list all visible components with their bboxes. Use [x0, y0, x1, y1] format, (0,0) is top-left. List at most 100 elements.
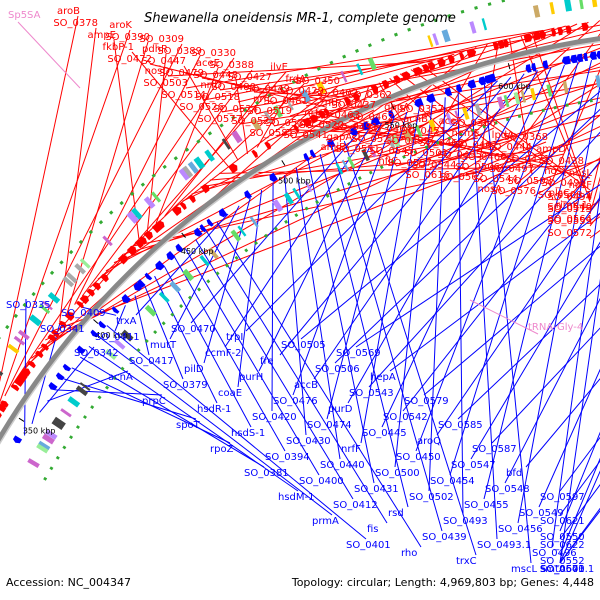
forward-gene [47, 334, 57, 343]
gene-label-reverse: SO_0552 [540, 556, 585, 567]
inner-dot [424, 145, 429, 150]
reverse-gene [90, 329, 99, 338]
tick-label: 600 kbp [498, 82, 531, 91]
reverse-gene [218, 208, 228, 218]
gene-label-forward: SO_0521 [351, 134, 396, 145]
leader-line [4, 43, 183, 397]
forward-gene [21, 368, 31, 377]
leader-line [429, 101, 600, 169]
outer-dot [173, 156, 178, 161]
leader-line [113, 39, 140, 239]
gene-label-forward: nosA [477, 184, 502, 195]
cog-outer-bar [47, 291, 61, 304]
gene-label-forward: frdA [285, 74, 306, 85]
reverse-gene [193, 227, 203, 237]
gene-label-reverse: SO_0455 [464, 500, 509, 511]
forward-gene [292, 124, 300, 133]
gene-label-reverse: SO_0503.1 [540, 564, 594, 575]
gene-label-reverse: SO_0379 [163, 380, 208, 391]
reverse-gene [561, 55, 571, 65]
forward-gene [523, 33, 533, 43]
gene-label-forward: SO_0562 [439, 172, 484, 183]
cog-outer-bar [441, 29, 451, 43]
leader-line [331, 147, 443, 532]
gene-label-forward: nosL [569, 168, 593, 179]
inner-dot [336, 187, 341, 192]
forward-gene [401, 71, 411, 81]
forward-gene [0, 412, 2, 419]
leader-line [343, 140, 477, 556]
gene-label-forward: SO_0461 [453, 140, 498, 151]
gene-label-reverse: SO_0587 [472, 444, 517, 455]
leader-line [237, 190, 263, 388]
inner-dot [112, 376, 117, 381]
gene-label-forward: SO_0495 [437, 150, 482, 161]
cog-inner-bar [53, 416, 66, 427]
gene-label-forward: SO_0427 [227, 72, 272, 83]
cog-inner-bar [361, 148, 370, 162]
inner-dot [347, 181, 351, 186]
gene-label-forward: SO_0449 [245, 84, 290, 95]
forward-gene [466, 48, 477, 58]
reverse-gene [175, 243, 184, 253]
cog-inner-bar [67, 396, 81, 408]
leader-line [155, 67, 219, 224]
gene-label-forward: SO_0479 [159, 68, 204, 79]
gene-label-reverse: SO_0569 [336, 348, 381, 359]
reverse-gene [166, 250, 176, 261]
gene-label-forward: SO_0480 [211, 82, 256, 93]
inner-dot [161, 321, 166, 326]
leader-line [517, 82, 600, 524]
genome-backbone-inner [0, 40, 600, 445]
cog-outer-bar [367, 57, 377, 71]
leader-line [567, 162, 600, 199]
gene-label-forward: SO_0572 [547, 228, 592, 239]
leader-line [313, 73, 525, 380]
outer-dot [78, 239, 84, 245]
cog-inner-bar [387, 136, 396, 150]
gene-label-reverse: SO_0335 [6, 300, 51, 311]
reverse-gene [589, 51, 597, 61]
outer-dot [279, 86, 284, 91]
inner-dot [188, 295, 193, 300]
leader-line [81, 69, 253, 297]
inner-dot [263, 233, 268, 238]
reverse-gene [531, 62, 537, 72]
leader-line [271, 53, 455, 105]
leader-line-rna [469, 299, 539, 335]
inner-dot [368, 170, 373, 175]
gene-label-reverse: SO_0548 [485, 484, 530, 495]
gene-label-forward: plsC [549, 188, 570, 199]
gene-label-forward: SO_0499 [541, 178, 586, 189]
leader-line [504, 297, 600, 484]
cog-outer-bar [250, 118, 262, 132]
gene-label-forward: ampD [536, 144, 566, 155]
reverse-gene [456, 83, 463, 93]
gene-label-reverse: bfd [506, 468, 522, 479]
gene-label-forward: ampE [87, 30, 116, 41]
outer-dot [304, 73, 309, 78]
gene-label-reverse: SO_0622 [540, 540, 585, 551]
outer-dot [447, 14, 452, 18]
gene-label-forward: gapA-1 [327, 132, 362, 143]
cog-outer-bar [532, 4, 541, 18]
gene-label-forward: nosF [569, 180, 593, 191]
outer-dot [407, 27, 412, 32]
reverse-gene [55, 372, 65, 381]
outer-dot [119, 200, 124, 206]
reverse-gene [133, 282, 143, 292]
cog-outer-bar [469, 21, 477, 34]
forward-gene [92, 282, 101, 291]
gene-label-reverse: SO_0547 [451, 460, 496, 471]
cog-outer-bar [17, 329, 30, 341]
leader-line [457, 92, 464, 516]
leader-line [402, 160, 600, 412]
cog-outer-bar [13, 335, 26, 346]
leader-line [174, 257, 286, 452]
gene-label-forward: SO_0564 [547, 214, 592, 225]
outer-dot [255, 100, 260, 105]
cog-inner-bar [144, 304, 157, 317]
forward-gene [171, 206, 182, 217]
leader-line [205, 230, 388, 524]
reverse-gene [525, 64, 532, 73]
